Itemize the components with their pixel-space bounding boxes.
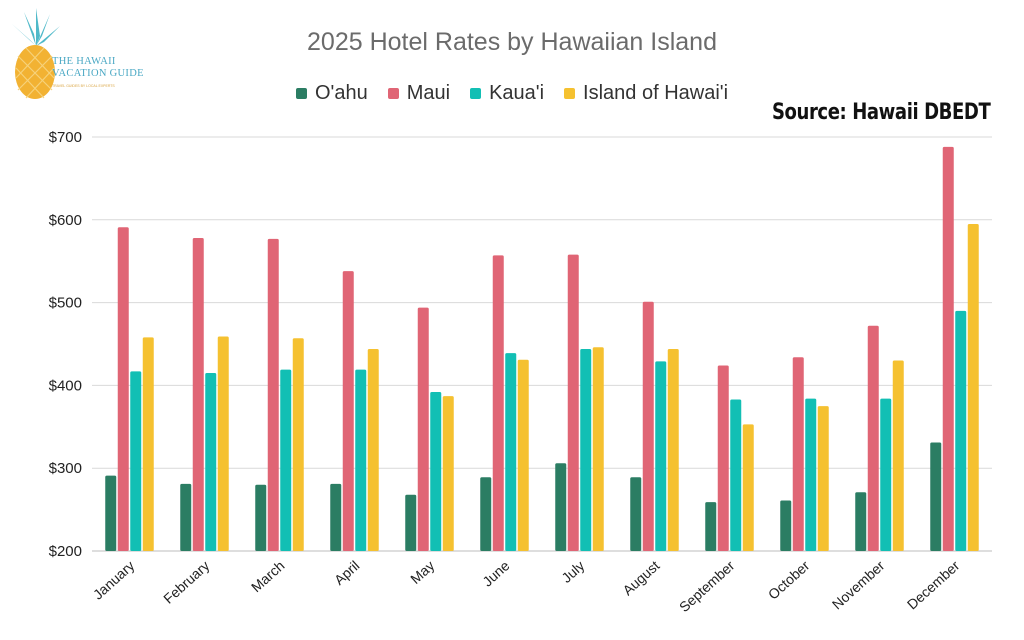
bar [780,500,792,551]
bar [217,336,229,551]
source-label: Source: Hawaii DBEDT [771,100,991,125]
x-tick-label: December [904,557,963,612]
bar [505,353,517,551]
bar [967,223,979,551]
legend-label-maui: Maui [406,82,451,104]
bar [255,484,267,551]
bar [142,337,154,551]
bar [705,502,717,551]
logo-line-2: VACATION GUIDE [52,68,144,79]
bar [292,338,304,551]
y-tick-label: $400 [49,377,82,394]
x-tick-label: January [90,557,138,602]
bar [892,360,904,551]
y-tick-label: $600 [49,212,82,229]
x-tick-label: August [619,557,662,598]
bar [442,396,454,551]
bar [480,477,492,551]
bar [405,494,417,551]
logo: THE HAWAII VACATION GUIDE TRAVEL GUIDES … [6,6,156,106]
bar [855,492,867,551]
bar [430,392,442,551]
bar [192,238,204,552]
bar [492,255,504,552]
x-tick-label: June [479,557,512,589]
bar [792,357,804,551]
logo-tagline: TRAVEL GUIDES BY LOCAL EXPERTS [52,84,115,88]
bar [805,398,817,551]
bar [367,348,379,551]
x-tick-label: September [676,557,738,615]
x-tick-label: May [407,557,437,587]
bar [342,271,354,551]
x-tick-label: November [829,557,888,612]
bar [105,475,117,551]
x-tick-label: October [765,557,813,602]
bar [330,483,342,551]
y-tick-label: $300 [49,460,82,477]
bar [880,398,892,551]
legend-label-hawaii: Island of Hawai'i [583,82,729,104]
pineapple-icon [12,8,60,99]
legend-swatch-kauai [470,88,482,99]
bar [592,347,604,551]
bar [942,146,954,551]
legend-swatch-maui [387,88,399,99]
bar [130,371,142,551]
legend-label-kauai: Kaua'i [489,82,545,104]
bar [280,369,292,551]
bar [955,310,967,551]
x-tick-label: July [558,557,587,586]
x-tick-label: March [248,557,288,595]
legend-label-oahu: O'ahu [314,82,368,104]
legend-item-maui: Maui [387,82,451,105]
logo-line-1: THE HAWAII [52,56,116,67]
bar [117,227,129,551]
bar [630,477,642,551]
bar [267,238,279,551]
chart-legend: O'ahu Maui Kaua'i Island of Hawai'i [0,82,1024,105]
legend-item-oahu: O'ahu [295,82,368,105]
bar [930,442,942,551]
bar [817,406,829,551]
chart-title: 2025 Hotel Rates by Hawaiian Island [307,28,717,56]
bar [867,325,879,551]
bar [642,301,654,551]
legend-item-kauai: Kaua'i [470,82,544,105]
bar [717,365,729,551]
logo-text: THE HAWAII VACATION GUIDE [52,56,144,80]
x-tick-label: April [331,557,363,588]
y-tick-label: $700 [49,129,82,146]
bar [355,369,367,551]
bar [180,483,192,551]
y-tick-label: $200 [49,543,82,560]
bar [655,361,667,551]
bar [667,348,679,551]
bar [730,399,742,551]
bar [742,424,754,551]
legend-swatch-hawaii [564,88,576,99]
bar [555,463,567,551]
bar [580,348,592,551]
legend-item-hawaii: Island of Hawai'i [564,82,728,105]
bar [517,359,529,551]
bar [417,307,429,551]
x-tick-label: February [160,557,212,606]
y-tick-label: $500 [49,295,82,312]
legend-swatch-oahu [295,88,307,99]
bar [205,372,217,551]
bar [567,254,579,552]
